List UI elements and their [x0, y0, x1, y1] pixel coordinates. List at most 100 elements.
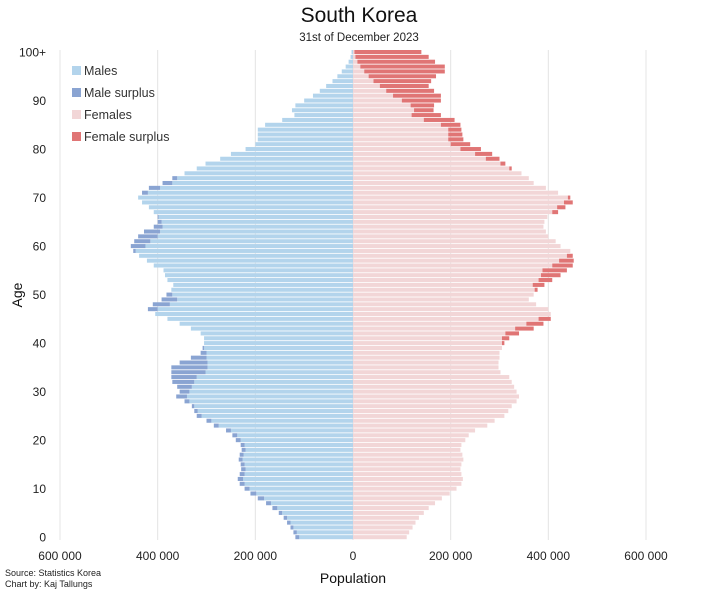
female-bar — [353, 476, 463, 481]
female-surplus-bar — [393, 93, 441, 98]
female-bar — [353, 379, 512, 384]
female-bar — [353, 74, 369, 79]
male-bar — [265, 122, 353, 127]
male-bar — [206, 355, 353, 360]
male-surplus-bar — [194, 409, 198, 414]
legend-swatch — [72, 66, 81, 75]
female-bar — [353, 336, 502, 341]
female-bar — [353, 147, 461, 152]
female-surplus-bar — [360, 64, 445, 69]
male-surplus-bar — [172, 379, 195, 384]
female-bar — [353, 428, 476, 433]
male-bar — [148, 205, 353, 210]
male-bar — [157, 307, 353, 312]
female-surplus-bar — [552, 263, 573, 268]
male-surplus-bar — [244, 486, 250, 491]
female-bar — [353, 452, 463, 457]
male-bar — [160, 229, 353, 234]
female-bar — [353, 384, 515, 389]
female-bar — [353, 103, 411, 108]
female-bar — [353, 510, 424, 515]
male-surplus-bar — [266, 501, 271, 506]
female-bar — [353, 501, 436, 506]
female-bar — [353, 88, 387, 93]
male-bar — [296, 530, 353, 535]
male-bar — [186, 394, 353, 399]
male-bar — [257, 127, 353, 132]
female-bar — [353, 418, 495, 423]
female-surplus-bar — [460, 147, 481, 152]
female-bar — [353, 413, 505, 418]
female-bar — [353, 142, 451, 147]
male-bar — [201, 413, 353, 418]
male-bar — [245, 467, 353, 472]
female-bar — [353, 287, 535, 292]
male-surplus-bar — [179, 360, 208, 365]
female-bar — [353, 302, 537, 307]
male-surplus-bar — [171, 365, 208, 370]
female-bar — [353, 214, 548, 220]
female-surplus-bar — [355, 54, 429, 59]
male-bar — [270, 501, 353, 506]
female-surplus-bar — [411, 113, 441, 118]
male-surplus-bar — [171, 370, 206, 375]
male-bar — [304, 98, 353, 103]
female-surplus-bar — [542, 268, 567, 273]
female-surplus-bar — [532, 282, 545, 287]
female-bar — [353, 132, 449, 137]
legend-label: Females — [84, 108, 132, 122]
female-bar — [353, 185, 546, 190]
male-surplus-bar — [241, 467, 246, 472]
male-surplus-bar — [148, 185, 161, 190]
male-bar — [135, 248, 353, 253]
female-bar — [353, 224, 544, 229]
y-tick-label: 20 — [33, 434, 47, 448]
male-bar — [206, 350, 353, 355]
female-bar — [353, 350, 500, 355]
female-surplus-bar — [552, 210, 559, 215]
legend-swatch — [72, 88, 81, 97]
male-bar — [184, 171, 353, 176]
legend-label: Male surplus — [84, 86, 155, 100]
female-bar — [353, 355, 500, 360]
male-bar — [142, 200, 353, 205]
male-surplus-bar — [200, 350, 207, 355]
female-surplus-bar — [559, 258, 574, 263]
male-bar — [153, 210, 353, 215]
male-bar — [194, 404, 353, 409]
female-surplus-bar — [364, 69, 445, 74]
legend-swatch — [72, 110, 81, 119]
female-bar — [353, 423, 488, 428]
bar-series — [130, 50, 574, 540]
y-tick-label: 90 — [33, 94, 47, 108]
male-bar — [194, 379, 353, 384]
male-bar — [200, 331, 353, 336]
female-bar — [353, 117, 424, 122]
male-bar — [190, 326, 353, 331]
female-bar — [353, 229, 546, 234]
male-surplus-bar — [138, 234, 158, 239]
male-bar — [249, 486, 353, 491]
male-bar — [244, 472, 353, 477]
male-surplus-bar — [239, 452, 244, 457]
male-surplus-bar — [206, 418, 212, 423]
female-surplus-bar — [557, 205, 566, 210]
female-bar — [353, 93, 394, 98]
male-surplus-bar — [237, 476, 244, 481]
male-bar — [257, 132, 353, 137]
male-bar — [155, 311, 353, 317]
male-bar — [161, 219, 353, 224]
y-tick-label: 60 — [33, 239, 47, 253]
male-bar — [255, 142, 353, 147]
male-bar — [167, 316, 353, 321]
male-bar — [332, 79, 353, 84]
male-bar — [207, 360, 353, 365]
female-bar — [353, 195, 568, 200]
female-bar — [353, 50, 355, 55]
male-bar — [150, 239, 353, 244]
male-surplus-bar — [157, 214, 159, 220]
male-bar — [171, 287, 353, 292]
y-tick-label: 30 — [33, 385, 47, 399]
male-bar — [291, 108, 353, 113]
male-bar — [282, 117, 353, 122]
